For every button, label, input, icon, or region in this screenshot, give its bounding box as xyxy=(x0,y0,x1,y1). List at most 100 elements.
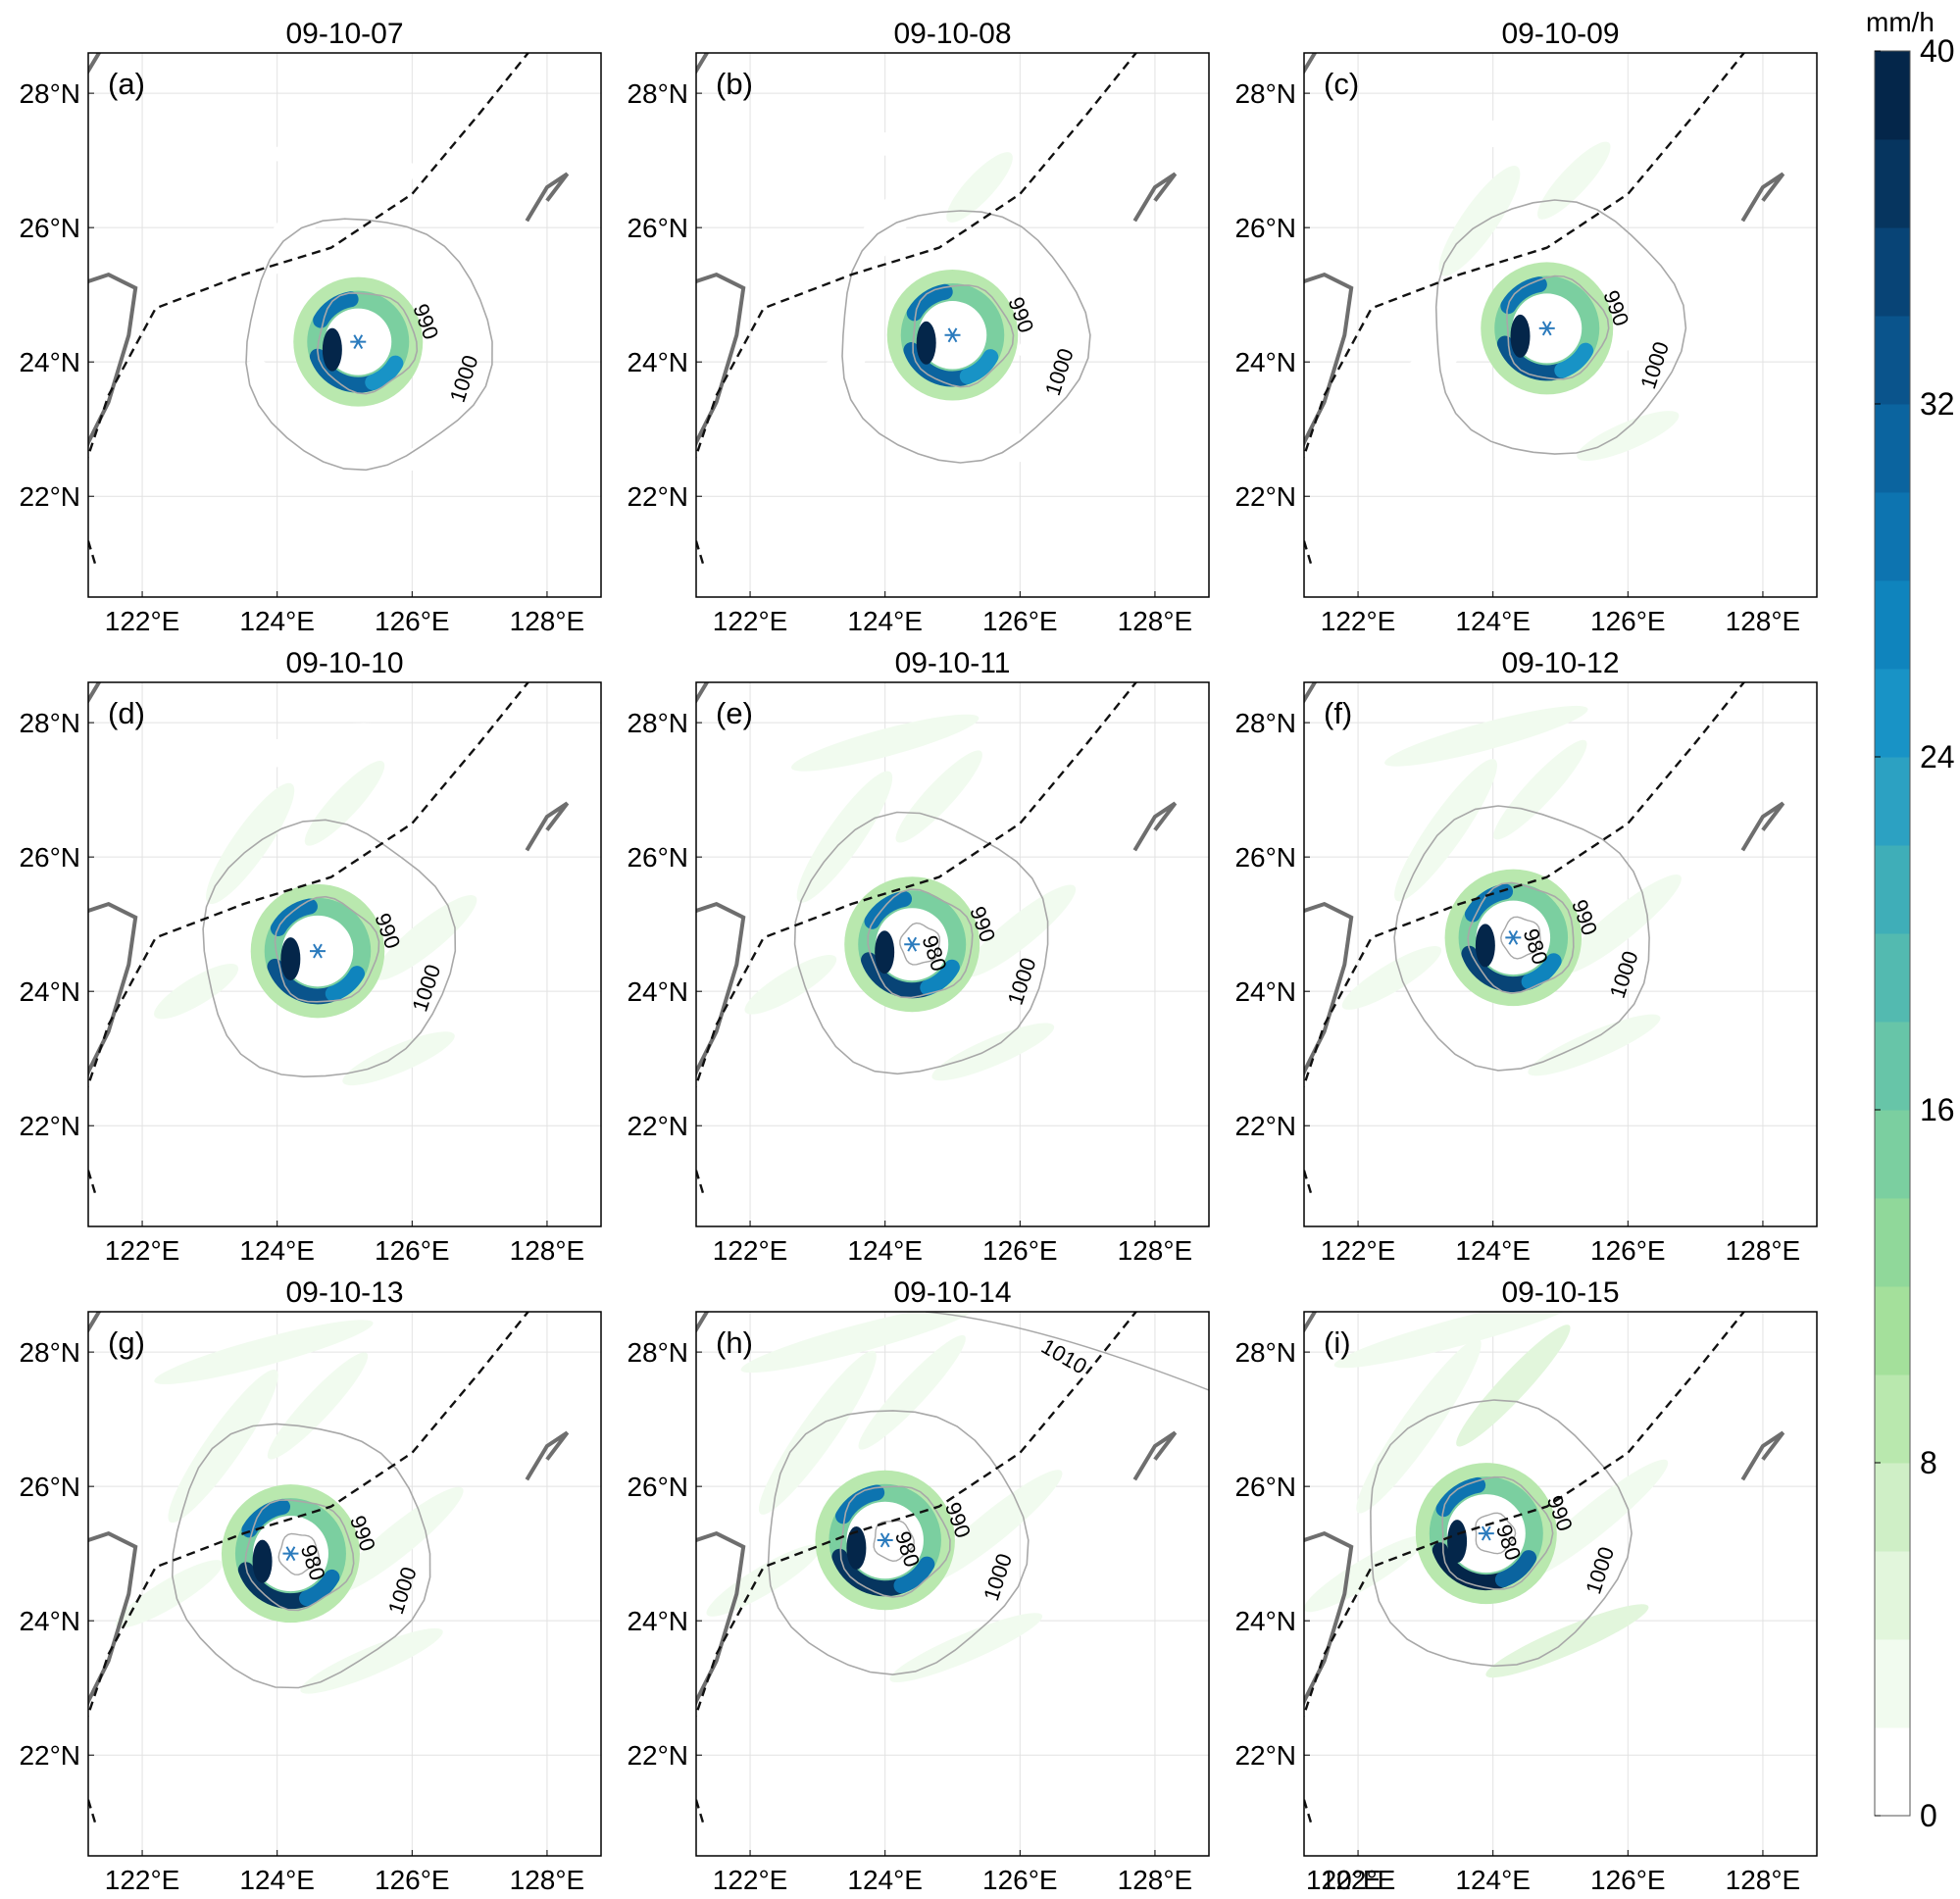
tick-label-lon: 126°E xyxy=(1590,1235,1666,1266)
tick-label-lon: 126°E xyxy=(982,1865,1058,1894)
coastline-ryukyu xyxy=(1132,801,1178,852)
rainband-light xyxy=(964,884,1077,977)
coastline-mainland xyxy=(696,1312,710,1334)
rain-core-max xyxy=(280,937,301,981)
panel-frame xyxy=(1303,681,1818,1227)
tick-label-lon: 126°E xyxy=(982,606,1058,636)
coastline-ryukyu xyxy=(1740,801,1785,852)
typhoon-track xyxy=(696,53,1138,565)
rainband-light xyxy=(300,1627,443,1694)
tick-label-lat: 24°N xyxy=(627,976,688,1007)
tick-label-lat: 22°N xyxy=(627,1740,688,1771)
rainband-light xyxy=(1333,1312,1584,1369)
rainband-light xyxy=(796,351,867,399)
rainband-light xyxy=(154,964,239,1020)
colorbar-segment xyxy=(1875,580,1910,670)
tick-label-lon: 124°E xyxy=(1455,606,1531,636)
center-marker-stroke xyxy=(947,327,958,343)
contour-1000 xyxy=(245,218,493,472)
contour-990 xyxy=(274,895,380,1003)
coastline-mainland xyxy=(88,53,102,75)
contour-980 xyxy=(1500,916,1541,960)
tick-label-lon-extra: 120°E xyxy=(1306,1865,1382,1894)
typhoon-track xyxy=(1304,682,1746,1194)
tick-label-lon: 124°E xyxy=(1455,1865,1531,1894)
typhoon-track xyxy=(1304,1312,1746,1824)
rainband-light xyxy=(205,360,269,404)
typhoon-center-icon xyxy=(877,1532,893,1548)
colorbar-frame xyxy=(1874,50,1911,1817)
tick-label-lon: 122°E xyxy=(105,1235,180,1266)
tick-label-lon: 122°E xyxy=(713,606,788,636)
colorbar-segment xyxy=(1875,404,1910,493)
center-marker-stroke xyxy=(285,1546,296,1562)
rainband-light xyxy=(116,1560,224,1628)
tick-label-lat: 22°N xyxy=(19,481,80,512)
tick-label-lat: 28°N xyxy=(1234,708,1296,738)
rain-core-max xyxy=(1510,314,1531,358)
panel-frame xyxy=(1303,52,1818,598)
rainband-light xyxy=(1441,102,1598,152)
colorbar-segment xyxy=(1875,1551,1910,1640)
rain-eyewall-arc xyxy=(861,952,936,999)
tick-label-lon: 126°E xyxy=(375,1865,450,1894)
panel-title: 09-10-12 xyxy=(1501,647,1619,679)
tick-label-lat: 26°N xyxy=(627,1472,688,1502)
rainband-light xyxy=(257,189,325,279)
contour-1000 xyxy=(841,210,1091,464)
colorbar-tick-label: 16 xyxy=(1920,1092,1955,1127)
panel-title: 09-10-13 xyxy=(285,1276,403,1309)
tick-label-lon: 128°E xyxy=(1726,1235,1801,1266)
coastline-ryukyu xyxy=(525,172,570,223)
panel-title: 09-10-15 xyxy=(1501,1276,1619,1309)
colorbar-segment xyxy=(1875,1198,1910,1287)
colorbar-segment xyxy=(1875,51,1910,140)
coastline-taiwan xyxy=(88,901,138,1078)
panel-title: 09-10-11 xyxy=(895,647,1011,679)
tick-label-lon: 124°E xyxy=(239,1235,315,1266)
rainband-light xyxy=(204,723,377,776)
tick-label-lon: 128°E xyxy=(1726,606,1801,636)
colorbar-segment xyxy=(1875,669,1910,758)
panel-frame xyxy=(87,681,602,1227)
center-marker-stroke xyxy=(1481,1525,1491,1541)
rain-eyewall-arc xyxy=(365,355,404,390)
tick-label-lat: 28°N xyxy=(1234,1337,1296,1368)
coastline-ryukyu xyxy=(1132,172,1178,223)
coastline-mainland xyxy=(1304,682,1318,705)
coastline-ryukyu xyxy=(1740,172,1785,223)
tick-label-lon: 124°E xyxy=(239,1865,315,1894)
panel-label: (g) xyxy=(108,1325,145,1360)
typhoon-track xyxy=(696,682,1138,1194)
rain-core-max xyxy=(1447,1520,1468,1564)
rainband-light xyxy=(1304,1535,1427,1613)
colorbar-segment xyxy=(1875,845,1910,934)
tick-label-lat: 26°N xyxy=(1234,1472,1296,1502)
rain-eyewall-arc xyxy=(1461,945,1537,993)
rainband-light xyxy=(206,782,295,905)
typhoon-center-icon xyxy=(1478,1525,1494,1541)
panel-title: 09-10-08 xyxy=(893,18,1011,50)
tick-label-lon: 124°E xyxy=(847,606,923,636)
rainband-light xyxy=(1608,275,1702,354)
coastline-taiwan xyxy=(696,1530,746,1708)
tick-label-lat: 28°N xyxy=(627,78,688,109)
tick-label-lat: 24°N xyxy=(1234,1606,1296,1636)
contour-1000 xyxy=(1370,1399,1633,1668)
coastline-mainland xyxy=(696,53,710,75)
tick-label-lon: 128°E xyxy=(1118,1865,1193,1894)
rainband-light xyxy=(744,955,837,1015)
rainband-light xyxy=(740,1312,976,1374)
rainband-light xyxy=(796,771,893,903)
colorbar-segment xyxy=(1875,1639,1910,1728)
contour-990 xyxy=(1506,275,1610,380)
tick-label-lon: 122°E xyxy=(1321,1865,1396,1894)
rain-core-max xyxy=(846,1525,867,1570)
tick-label-lat: 22°N xyxy=(1234,481,1296,512)
